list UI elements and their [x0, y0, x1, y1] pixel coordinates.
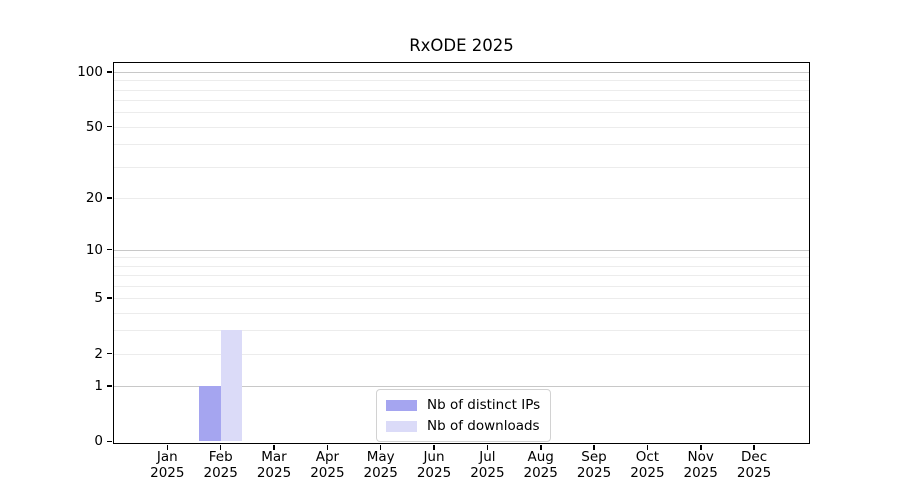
x-tick-mark — [540, 444, 542, 450]
x-tick-label-year: 2025 — [363, 464, 398, 481]
x-tick-label-year: 2025 — [683, 464, 718, 481]
legend-entry: Nb of downloads — [386, 418, 540, 434]
x-tick-label-year: 2025 — [470, 464, 505, 481]
x-tick-mark — [593, 444, 595, 450]
gridline-major — [114, 72, 809, 73]
gridline-minor — [114, 166, 809, 168]
x-tick-label-month: Dec — [741, 449, 768, 466]
y-tick-label: 20 — [85, 189, 103, 206]
x-tick-label-month: Jun — [423, 449, 445, 466]
bar-distinct-ips — [199, 385, 221, 442]
plot-area: 0 1 2 5 10 20 50 100 Jan 2025 Feb 2025 Mar 2025 Apr 202… — [77, 62, 810, 480]
x-tick-label-month: Jan — [156, 449, 178, 466]
x-tick-label-year: 2025 — [310, 464, 345, 481]
gridline-major — [114, 249, 809, 251]
x-tick-label-year: 2025 — [576, 464, 612, 481]
gridline-minor — [114, 312, 809, 314]
y-tick-mark — [107, 71, 113, 73]
x-tick-label: May 2025 — [346, 450, 416, 481]
y-tick-mark — [107, 352, 113, 355]
y-tick-label: 5 — [94, 290, 103, 306]
x-tick-mark — [433, 444, 435, 450]
legend-swatch-downloads — [386, 420, 417, 432]
bar-downloads — [220, 330, 242, 442]
y-tick-label: 10 — [85, 241, 103, 258]
gridline-minor — [114, 265, 809, 267]
chart-title: RxODE 2025 — [409, 36, 514, 55]
x-tick-label: Aug 2025 — [506, 450, 576, 481]
y-tick-mark — [107, 385, 113, 387]
x-tick-label-year: 2025 — [736, 464, 772, 481]
gridline-minor — [114, 257, 809, 259]
gridline-minor — [114, 100, 809, 102]
x-tick-label: Dec 2025 — [719, 450, 789, 481]
x-tick-mark — [753, 444, 755, 450]
x-tick-label-year: 2025 — [256, 464, 292, 481]
x-tick-label-month: Aug — [527, 449, 554, 466]
x-tick-mark — [326, 444, 329, 450]
x-tick-label: Oct 2025 — [612, 450, 682, 481]
legend-label: Nb of downloads — [427, 418, 540, 434]
x-tick-label: Sep 2025 — [559, 450, 629, 481]
gridline-minor — [114, 285, 809, 287]
gridline-minor — [114, 298, 809, 299]
x-tick-label-year: 2025 — [203, 464, 238, 481]
x-tick-label-year: 2025 — [630, 464, 665, 481]
gridline-minor — [114, 80, 809, 82]
y-tick-label: 0 — [94, 433, 103, 450]
x-tick-label-month: Sep — [581, 449, 607, 466]
x-tick-mark — [700, 444, 702, 450]
y-tick-mark — [107, 125, 113, 128]
y-tick-label: 1 — [94, 377, 103, 394]
x-tick-label: Jun 2025 — [399, 450, 469, 481]
gridline-minor — [114, 275, 809, 276]
x-tick-label: Feb 2025 — [186, 450, 256, 481]
gridline-minor — [114, 197, 809, 199]
legend-label: Nb of distinct IPs — [427, 397, 541, 413]
y-tick-label: 2 — [94, 345, 103, 362]
y-tick-label: 50 — [85, 118, 103, 135]
x-tick-label: Nov 2025 — [666, 450, 736, 481]
gridline-minor — [114, 126, 809, 128]
x-tick-label-month: Nov — [687, 449, 714, 466]
x-tick-mark — [486, 444, 489, 450]
y-tick-label: 100 — [77, 64, 103, 80]
x-tick-label-month: Apr — [315, 449, 340, 466]
x-tick-mark — [379, 444, 382, 450]
x-tick-mark — [166, 444, 169, 450]
gridline-major — [114, 385, 809, 387]
y-tick-mark — [107, 248, 113, 251]
x-tick-mark — [219, 444, 222, 450]
x-tick-label-month: Jul — [479, 449, 496, 466]
x-tick-label-month: Mar — [261, 449, 287, 466]
legend: Nb of distinct IPs Nb of downloads — [376, 389, 552, 442]
x-tick-label-year: 2025 — [150, 464, 185, 481]
x-tick-label: Jan 2025 — [132, 450, 202, 481]
gridline-minor — [114, 353, 809, 355]
legend-entry: Nb of distinct IPs — [386, 397, 540, 413]
x-tick-mark — [273, 444, 275, 450]
x-tick-label-year: 2025 — [523, 464, 558, 481]
x-tick-label: Jul 2025 — [452, 450, 522, 481]
x-tick-label-year: 2025 — [416, 464, 452, 481]
y-tick-mark — [107, 297, 113, 299]
x-tick-label-month: Feb — [208, 449, 233, 466]
x-tick-label: Apr 2025 — [292, 450, 362, 481]
plot-inner: 0 1 2 5 10 20 50 100 Jan 2025 Feb 2025 Mar 2025 Apr 202… — [77, 63, 809, 480]
legend-swatch-distinct-ips — [386, 399, 417, 411]
gridline-minor — [114, 330, 809, 332]
x-tick-label-month: Oct — [635, 449, 660, 466]
y-tick-mark — [107, 440, 113, 443]
x-tick-label-month: May — [366, 449, 395, 466]
gridline-minor — [114, 112, 809, 114]
gridline-minor — [114, 144, 809, 146]
x-tick-label: Mar 2025 — [239, 450, 309, 481]
y-tick-mark — [107, 197, 113, 199]
x-tick-mark — [646, 444, 649, 450]
gridline-minor — [114, 89, 809, 91]
